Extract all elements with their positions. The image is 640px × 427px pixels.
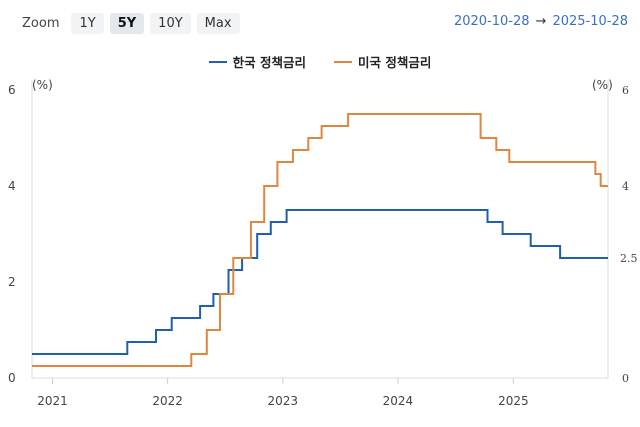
zoom-5y-button[interactable]: 5Y — [109, 12, 145, 34]
x-tick-label: 2025 — [498, 394, 529, 408]
y-left-unit: (%) — [32, 78, 53, 92]
range-from[interactable]: 2020-10-28 — [453, 14, 530, 29]
y-left-tick-label: 0 — [8, 371, 16, 385]
y-right-tick-label: 0 — [622, 372, 629, 385]
legend-label-us: 미국 정책금리 — [358, 55, 432, 70]
zoom-label: Zoom — [22, 15, 60, 31]
series-korea-line[interactable] — [32, 209, 608, 355]
x-tick-label: 2024 — [383, 394, 414, 408]
legend-item-us[interactable]: 미국 정책금리 — [334, 52, 431, 71]
date-range: 2020-10-28 → 2025-10-28 — [454, 14, 628, 29]
legend-item-korea[interactable]: 한국 정책금리 — [208, 52, 306, 71]
legend-swatch-us — [334, 60, 352, 63]
series-us-line[interactable] — [32, 113, 608, 367]
range-arrow: → — [535, 14, 547, 29]
y-left-tick-label: 6 — [8, 83, 16, 97]
y-left-tick-label: 4 — [8, 179, 16, 193]
zoom-10y-button[interactable]: 10Y — [150, 12, 191, 34]
zoom-bar: Zoom 1Y 5Y 10Y Max — [22, 10, 240, 36]
legend-swatch-korea — [208, 60, 227, 63]
zoom-max-button[interactable]: Max — [196, 12, 240, 34]
legend: 한국 정책금리 미국 정책금리 — [0, 52, 640, 71]
y-right-last-value: 2.5 — [620, 252, 638, 265]
x-tick-label: 2021 — [37, 394, 68, 408]
x-tick-label: 2022 — [152, 394, 183, 408]
range-to[interactable]: 2025-10-28 — [552, 14, 628, 29]
zoom-1y-button[interactable]: 1Y — [71, 12, 104, 34]
y-right-unit: (%) — [592, 78, 613, 92]
x-tick-label: 2023 — [268, 394, 299, 408]
y-right-tick-label: 4 — [622, 180, 629, 193]
y-left-tick-label: 2 — [8, 275, 16, 289]
y-right-tick-label: 6 — [622, 84, 629, 97]
legend-label-korea: 한국 정책금리 — [232, 55, 306, 70]
